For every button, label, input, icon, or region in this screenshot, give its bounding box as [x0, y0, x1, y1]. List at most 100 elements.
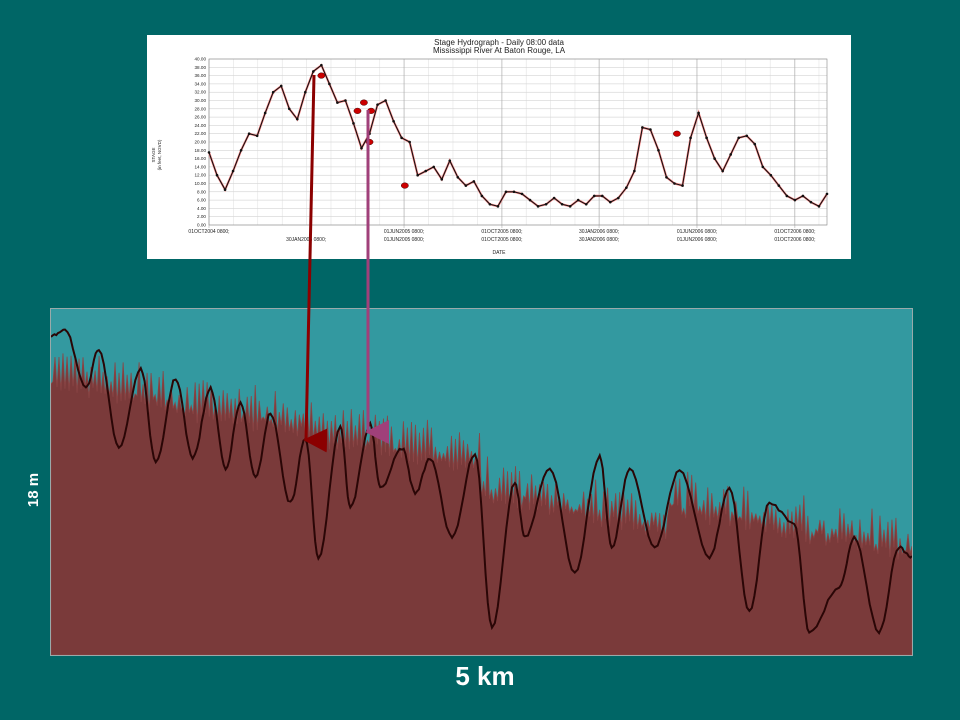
- data-point: [568, 205, 572, 208]
- event-marker: [353, 107, 362, 114]
- x-tick-label: 01OCT2006 0800;: [774, 229, 815, 235]
- y-tick-label: 8.00: [197, 189, 206, 194]
- data-point: [368, 132, 371, 135]
- y-tick-labels: 0.00 2.00 4.00 6.00 8.00 10.00 12.00 14.00 16.00…: [195, 57, 207, 228]
- data-point: [689, 136, 692, 140]
- data-point: [673, 182, 676, 185]
- chart-title-line1: Stage Hydrograph - Daily 08:00 data: [434, 38, 564, 47]
- data-point: [344, 99, 347, 102]
- data-point: [408, 140, 411, 144]
- y-tick-label: 20.00: [195, 140, 207, 145]
- event-marker: [400, 182, 409, 189]
- data-point: [424, 169, 428, 173]
- y-tick-label: 12.00: [195, 173, 207, 178]
- data-point: [560, 202, 564, 206]
- data-point: [416, 173, 419, 177]
- y-tick-label: 18.00: [195, 148, 207, 153]
- data-point: [721, 169, 724, 173]
- data-point: [641, 126, 644, 129]
- stage-markers: [317, 72, 681, 189]
- data-point: [295, 117, 299, 121]
- data-point: [247, 132, 251, 135]
- y-tick-label: 14.00: [195, 164, 207, 169]
- stage-series: [207, 63, 829, 208]
- data-point: [657, 149, 660, 152]
- data-point: [320, 63, 323, 67]
- event-marker: [673, 130, 681, 137]
- data-point: [592, 194, 596, 198]
- data-point: [255, 134, 259, 138]
- data-point: [665, 175, 668, 179]
- horizontal-scale-label: 5 km: [455, 661, 515, 691]
- y-tick-label: 10.00: [195, 181, 207, 186]
- data-point: [456, 175, 460, 179]
- data-point: [633, 169, 636, 173]
- y-tick-label: 28.00: [195, 106, 207, 111]
- data-point: [737, 136, 741, 140]
- data-point: [649, 128, 652, 131]
- data-point: [496, 205, 500, 208]
- event-marker: [365, 138, 374, 146]
- x-tick-labels: 01OCT2004 0800; 01JUN2005 0800; 01OCT2005 …: [188, 229, 815, 243]
- data-point: [552, 196, 556, 200]
- data-point: [769, 173, 773, 177]
- data-point: [713, 157, 716, 160]
- data-point: [504, 190, 508, 194]
- data-point: [279, 84, 283, 88]
- data-point: [608, 200, 612, 204]
- x-tick-label: 30JAN2006 0800;: [579, 237, 619, 243]
- data-point: [625, 186, 628, 189]
- data-point: [263, 111, 267, 115]
- data-point: [681, 184, 684, 187]
- y-tick-label: 4.00: [197, 206, 206, 211]
- data-point: [697, 111, 700, 115]
- data-point: [231, 169, 235, 173]
- data-point: [600, 194, 604, 198]
- data-point: [817, 205, 821, 208]
- data-point: [239, 149, 243, 152]
- y-tick-label: 38.00: [195, 65, 207, 70]
- x-tick-label: 01OCT2005 0800;: [481, 237, 522, 243]
- data-point: [544, 202, 548, 206]
- data-point: [328, 82, 331, 86]
- data-point: [392, 119, 395, 123]
- data-point: [376, 103, 379, 106]
- event-marker: [317, 72, 326, 79]
- data-point: [512, 190, 516, 194]
- data-point: [761, 165, 765, 169]
- data-point: [207, 151, 211, 154]
- data-point: [584, 202, 588, 206]
- x-tick-label: 30JAN2005 0800;: [286, 237, 326, 243]
- y-tick-label: 34.00: [195, 81, 207, 86]
- event-marker: [367, 107, 375, 114]
- bed-profile-line: [51, 328, 912, 635]
- data-point: [384, 99, 387, 102]
- data-point: [520, 192, 524, 196]
- x-tick-label: 01OCT2005 0800;: [481, 229, 522, 235]
- data-point: [536, 205, 540, 208]
- y-tick-label: 2.00: [197, 214, 206, 219]
- x-tick-label: 30JAN2006 0800;: [579, 229, 619, 235]
- event-marker: [360, 99, 368, 106]
- stage-line-halo: [207, 63, 828, 208]
- data-point: [400, 136, 403, 140]
- x-tick-label: 01JUN2006 0800;: [677, 237, 717, 243]
- data-point: [576, 198, 580, 202]
- data-point: [825, 192, 829, 196]
- y-tick-label: 16.00: [195, 156, 207, 161]
- data-point: [528, 198, 532, 202]
- data-point: [729, 153, 732, 156]
- y-tick-label: 40.00: [195, 57, 207, 62]
- x-tick-label: 01JUN2006 0800;: [677, 229, 717, 235]
- stage-line: [208, 64, 828, 208]
- data-point: [617, 196, 620, 200]
- data-point: [352, 122, 355, 125]
- data-point: [304, 90, 307, 94]
- data-point: [312, 70, 315, 73]
- data-point: [360, 146, 363, 150]
- x-tick-label: 01JUN2005 0800;: [384, 229, 424, 235]
- x-tick-label: 01OCT2004 0800;: [188, 229, 229, 235]
- y-axis-label-line1: STAGE: [151, 148, 156, 163]
- data-point: [464, 184, 468, 187]
- data-point: [705, 136, 708, 140]
